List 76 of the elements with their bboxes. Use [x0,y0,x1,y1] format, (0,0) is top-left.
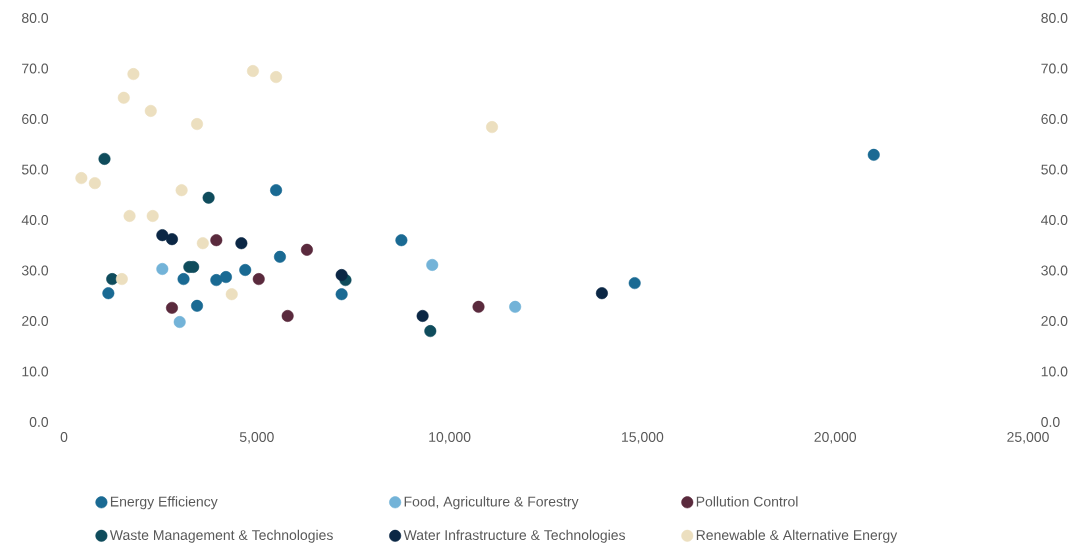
y-tick-label: 50.0 [21,164,49,175]
point [117,91,130,104]
point [123,209,136,222]
point [426,258,439,271]
point [156,229,169,242]
legend-label: Water Infrastructure & Technologies [403,529,626,543]
point [273,250,286,263]
point [127,68,140,81]
y2-tick-label: 0.0 [1041,417,1060,427]
point [246,65,259,78]
y-tick-label: 0.0 [29,417,49,427]
point [225,288,238,301]
x-tick-label: 5,000 [239,432,274,444]
point [173,316,186,329]
legend-label: Pollution Control [696,496,798,507]
point [146,209,159,222]
legend-label: Energy Efficiency [110,496,218,510]
point [115,273,128,286]
legend-label: Waste Management & Technologies [109,529,333,543]
point [196,237,209,250]
point [300,243,313,256]
x-tick-label: 20,000 [814,432,857,444]
y2-tick-label: 50.0 [1041,164,1068,175]
point [75,172,88,185]
point [219,271,232,284]
point [239,263,252,276]
point [175,184,188,197]
y-tick-label: 40.0 [21,215,49,225]
y2-tick-label: 40.0 [1041,215,1068,225]
point [628,277,641,290]
y2-tick-label: 60.0 [1041,114,1068,124]
y2-tick-label: 30.0 [1041,265,1068,276]
y2-tick-label: 80.0 [1041,13,1068,23]
point [165,233,178,246]
point [252,273,265,286]
point [210,234,223,247]
point [867,148,880,161]
point [270,71,283,84]
y2-tick-label: 10.0 [1041,366,1068,377]
point [144,104,157,117]
point [88,177,101,190]
y-tick-label: 70.0 [22,63,49,74]
point [191,118,204,131]
point [156,262,169,275]
point [416,309,429,322]
y-tick-label: 60.0 [22,114,49,124]
point [270,184,283,197]
point [472,300,485,313]
y2-tick-label: 20.0 [1041,316,1068,326]
point [210,274,223,287]
legend-label: Renewable & Alternative Energy [696,529,898,543]
point [335,288,348,301]
x-tick-label: 15,000 [622,432,664,444]
x-tick-label: 10,000 [429,432,471,444]
point [98,152,111,165]
point [177,273,190,286]
point [165,301,178,314]
point [509,300,522,313]
y-tick-label: 10.0 [22,366,49,377]
point [281,309,294,322]
y-tick-label: 30.0 [21,265,49,276]
point [202,191,215,204]
y-tick-label: 20.0 [22,316,49,326]
point [191,299,204,312]
y2-tick-label: 70.0 [1041,63,1068,74]
point [235,237,248,250]
x-tick-label: 25,000 [1007,432,1049,444]
x-tick-label: 0 [60,432,68,442]
y-tick-label: 80.0 [21,13,49,23]
point [424,325,437,338]
legend-label: Food, Agriculture & Forestry [404,496,579,510]
point [395,234,408,247]
point [102,287,115,300]
point [595,287,608,300]
point [335,269,348,282]
point [486,121,499,134]
